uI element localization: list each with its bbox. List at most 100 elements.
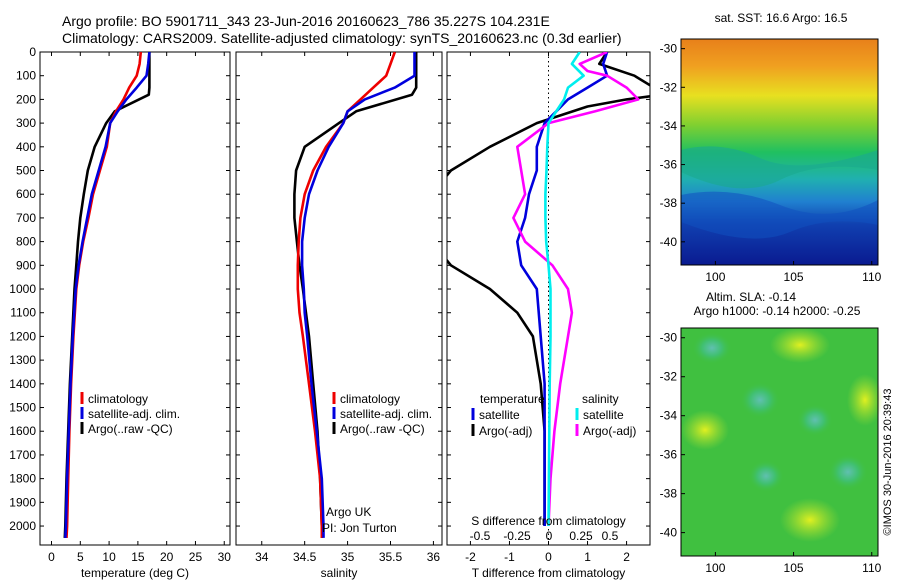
legend-label: satellite-adj. clim. xyxy=(88,407,180,421)
sst-map xyxy=(680,38,879,266)
x-tick-label: 25 xyxy=(189,550,203,564)
y-tick-label: 600 xyxy=(16,187,36,201)
series-line xyxy=(544,52,585,527)
sla-high xyxy=(681,410,729,450)
sst-cold-band xyxy=(681,191,878,239)
profile-plot-temperature: 0100200300400500600700800900100011001200… xyxy=(9,45,231,580)
y-tick-label: 1900 xyxy=(9,495,36,509)
x-axis-label: salinity xyxy=(321,566,358,580)
x-tick-label: 0 xyxy=(545,550,552,564)
legend-label: satellite xyxy=(583,408,624,422)
figure-title: Argo profile: BO 5901711_343 23-Jun-2016… xyxy=(62,13,550,29)
y-tick-label: 1100 xyxy=(10,306,36,320)
sla-eddy xyxy=(740,382,780,418)
map-x-tick-label: 105 xyxy=(784,561,804,575)
y-tick-label: 500 xyxy=(16,164,36,178)
x-axis-label: T difference from climatology xyxy=(472,566,626,580)
y-tick-label: 1600 xyxy=(9,424,36,438)
x-tick-label: -1 xyxy=(504,550,515,564)
sla-eddy xyxy=(748,460,784,492)
legend-label: satellite xyxy=(479,408,520,422)
imos-credit: ©IMOS 30-Jun-2016 20:39:43 xyxy=(882,389,894,536)
x-tick-label: 35 xyxy=(341,550,355,564)
legend-label: satellite-adj. clim. xyxy=(340,407,432,421)
map-axes-sla-map: 100 105 110 -30 -32 -34 -36 -38 -40 xyxy=(660,331,882,575)
profile-plot-salinity: 34 34.5 35 35.5 36 salinity climatologysatelli… xyxy=(235,51,443,580)
map-axes-sst-map: 100 105 110 -30 -32 -34 -36 -38 -40 xyxy=(660,42,882,284)
sst-map-title: sat. SST: 16.6 Argo: 16.5 xyxy=(715,11,848,25)
series-line xyxy=(512,52,640,527)
series-line xyxy=(300,52,416,538)
y-tick-label: 2000 xyxy=(9,519,36,533)
map-y-tick-label: -36 xyxy=(660,448,678,462)
y-tick-label: 1400 xyxy=(9,377,36,391)
x-tick-label: 36 xyxy=(427,550,441,564)
figure-subtitle: Climatology: CARS2009. Satellite-adjuste… xyxy=(62,30,622,46)
series-line xyxy=(515,52,609,526)
y-tick-label: 700 xyxy=(16,211,36,225)
secondary-tick-label: 0.25 xyxy=(569,529,593,543)
map-y-tick-label: -40 xyxy=(660,235,678,249)
map-y-tick-label: -38 xyxy=(660,196,678,210)
x-tick-label: -2 xyxy=(465,550,476,564)
annotation: PI: Jon Turton xyxy=(322,521,397,535)
y-tick-label: 1200 xyxy=(9,329,36,343)
y-tick-label: 300 xyxy=(16,116,36,130)
x-tick-label: 34 xyxy=(255,550,269,564)
x-tick-label: 15 xyxy=(131,550,145,564)
x-tick-label: 35.5 xyxy=(379,550,403,564)
sla-map xyxy=(680,327,883,557)
plot-frame xyxy=(39,51,231,546)
x-tick-label: 5 xyxy=(77,550,84,564)
y-tick-label: 800 xyxy=(16,235,36,249)
series-line xyxy=(296,52,397,538)
map-y-tick-label: -36 xyxy=(660,158,678,172)
map-x-tick-label: 110 xyxy=(862,561,881,575)
x-tick-label: 34.5 xyxy=(293,550,317,564)
map-y-tick-label: -38 xyxy=(660,487,678,501)
secondary-tick-label: -0.25 xyxy=(503,529,531,543)
y-tick-label: 1000 xyxy=(9,282,36,296)
x-tick-label: 20 xyxy=(160,550,174,564)
map-y-tick-label: -30 xyxy=(660,42,678,56)
y-tick-label: 900 xyxy=(16,258,36,272)
legend-label: climatology xyxy=(340,392,400,406)
sst-front xyxy=(681,146,878,189)
sla-map-frame xyxy=(680,327,879,557)
profile-plot-difference: -2 -1 0 1 2 T difference from climatology temp… xyxy=(446,51,651,580)
map-y-tick-label: -30 xyxy=(660,331,678,345)
y-tick-label: 400 xyxy=(16,140,36,154)
sla-eddy xyxy=(692,332,732,364)
y-tick-label: 1300 xyxy=(9,353,36,367)
plot-frame xyxy=(235,51,443,546)
map-x-tick-label: 105 xyxy=(784,270,804,284)
x-tick-label: 0 xyxy=(48,550,55,564)
map-y-tick-label: -34 xyxy=(660,409,678,423)
sla-eddy xyxy=(828,454,868,490)
map-x-tick-label: 100 xyxy=(705,270,725,284)
legend-label: climatology xyxy=(88,392,148,406)
secondary-tick-label: 0.5 xyxy=(602,529,619,543)
legend-label: Argo(..raw -QC) xyxy=(88,422,173,436)
x-tick-label: 2 xyxy=(623,550,630,564)
map-y-tick-label: -40 xyxy=(660,526,678,540)
map-y-tick-label: -34 xyxy=(660,119,678,133)
y-tick-label: 0 xyxy=(29,45,36,59)
x-tick-label: 30 xyxy=(218,550,232,564)
legend-title: salinity xyxy=(582,392,619,406)
sst-map-frame xyxy=(680,38,879,266)
map-x-tick-label: 100 xyxy=(705,561,725,575)
legend-label: Argo(-adj) xyxy=(479,424,532,438)
sla-high xyxy=(780,498,840,542)
x-tick-label: 1 xyxy=(584,550,591,564)
sla-high xyxy=(847,374,883,426)
annotation: Argo UK xyxy=(326,505,371,519)
secondary-tick-label: 0 xyxy=(546,529,553,543)
x-axis-label: temperature (deg C) xyxy=(81,566,189,580)
y-tick-label: 1500 xyxy=(9,401,36,415)
sla-high xyxy=(770,327,830,363)
y-tick-label: 1700 xyxy=(9,448,36,462)
sla-eddy xyxy=(797,404,833,436)
legend-title: temperature xyxy=(480,392,545,406)
